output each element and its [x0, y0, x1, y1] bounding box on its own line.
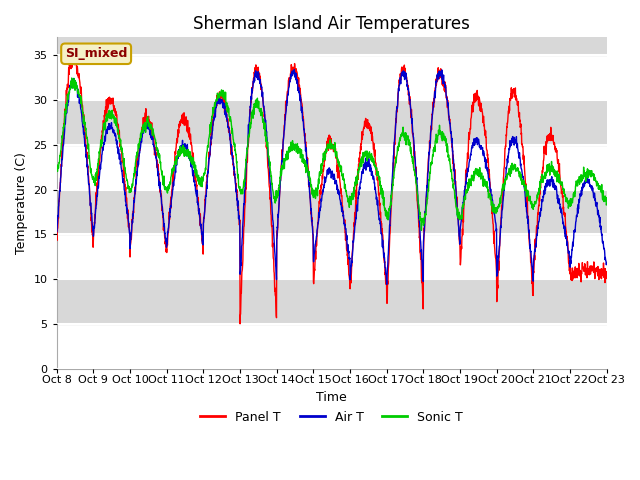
Bar: [57, 37, 607, 55]
X-axis label: Time: Time: [316, 391, 347, 404]
Title: Sherman Island Air Temperatures: Sherman Island Air Temperatures: [193, 15, 470, 33]
Bar: [57, 279, 607, 324]
Bar: [57, 190, 607, 234]
Y-axis label: Temperature (C): Temperature (C): [15, 152, 28, 254]
Legend: Panel T, Air T, Sonic T: Panel T, Air T, Sonic T: [195, 406, 468, 429]
Bar: [57, 100, 607, 145]
Text: SI_mixed: SI_mixed: [65, 47, 127, 60]
